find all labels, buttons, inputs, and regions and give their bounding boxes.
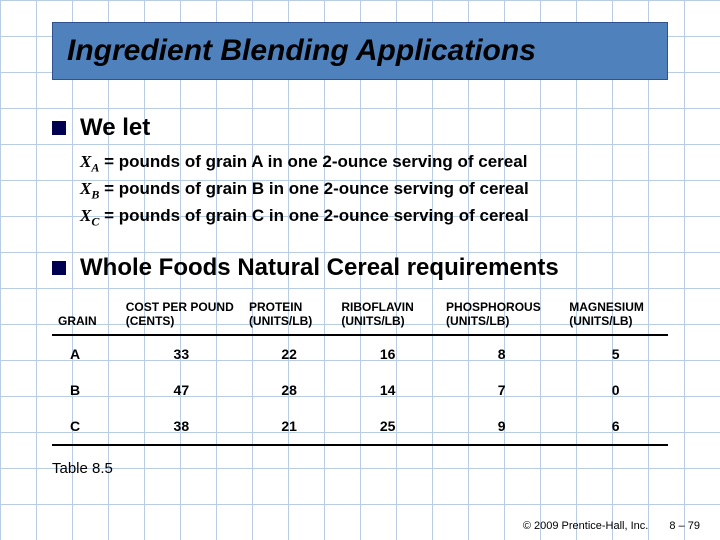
- def-line-b: XB = pounds of grain B in one 2-ounce se…: [80, 177, 668, 204]
- def-line-a: XA = pounds of grain A in one 2-ounce se…: [80, 150, 668, 177]
- slide-title: Ingredient Blending Applications: [52, 22, 668, 80]
- cell-grain: C: [52, 408, 120, 445]
- cell-magnesium: 6: [563, 408, 668, 445]
- cell-grain: A: [52, 335, 120, 372]
- variable-definitions: XA = pounds of grain A in one 2-ounce se…: [80, 150, 668, 230]
- table-caption: Table 8.5: [52, 460, 668, 477]
- bullet-requirements: Whole Foods Natural Cereal requirements: [52, 254, 668, 282]
- col-phosphorous: PHOSPHOROUS (UNITS/LB): [440, 292, 563, 335]
- col-riboflavin: RIBOFLAVIN (UNITS/LB): [335, 292, 440, 335]
- copyright-text: © 2009 Prentice-Hall, Inc.: [523, 520, 649, 532]
- cell-phosphorous: 7: [440, 372, 563, 408]
- bullet-square-icon: [52, 261, 66, 275]
- cell-riboflavin: 16: [335, 335, 440, 372]
- bullet-text: Whole Foods Natural Cereal requirements: [80, 254, 559, 282]
- cell-cost: 47: [120, 372, 243, 408]
- cell-riboflavin: 14: [335, 372, 440, 408]
- bullet-we-let: We let: [52, 114, 668, 142]
- bullet-text: We let: [80, 114, 150, 142]
- table-header-row: GRAIN COST PER POUND (CENTS) PROTEIN (UN…: [52, 292, 668, 335]
- cell-cost: 38: [120, 408, 243, 445]
- table-row: C 38 21 25 9 6: [52, 408, 668, 445]
- cell-protein: 22: [243, 335, 335, 372]
- def-line-c: XC = pounds of grain C in one 2-ounce se…: [80, 204, 668, 231]
- col-grain: GRAIN: [52, 292, 120, 335]
- cell-phosphorous: 9: [440, 408, 563, 445]
- slide-content: We let XA = pounds of grain A in one 2-o…: [52, 114, 668, 477]
- cell-magnesium: 5: [563, 335, 668, 372]
- table-row: B 47 28 14 7 0: [52, 372, 668, 408]
- col-magnesium: MAGNESIUM (UNITS/LB): [563, 292, 668, 335]
- slide-footer: © 2009 Prentice-Hall, Inc. 8 – 79: [523, 520, 700, 532]
- cell-protein: 21: [243, 408, 335, 445]
- cell-phosphorous: 8: [440, 335, 563, 372]
- cell-protein: 28: [243, 372, 335, 408]
- table-row: A 33 22 16 8 5: [52, 335, 668, 372]
- cell-riboflavin: 25: [335, 408, 440, 445]
- requirements-table: GRAIN COST PER POUND (CENTS) PROTEIN (UN…: [52, 292, 668, 446]
- cell-grain: B: [52, 372, 120, 408]
- slide-title-text: Ingredient Blending Applications: [67, 34, 536, 68]
- cell-magnesium: 0: [563, 372, 668, 408]
- col-cost: COST PER POUND (CENTS): [120, 292, 243, 335]
- bullet-square-icon: [52, 121, 66, 135]
- page-number: 8 – 79: [669, 520, 700, 532]
- col-protein: PROTEIN (UNITS/LB): [243, 292, 335, 335]
- cell-cost: 33: [120, 335, 243, 372]
